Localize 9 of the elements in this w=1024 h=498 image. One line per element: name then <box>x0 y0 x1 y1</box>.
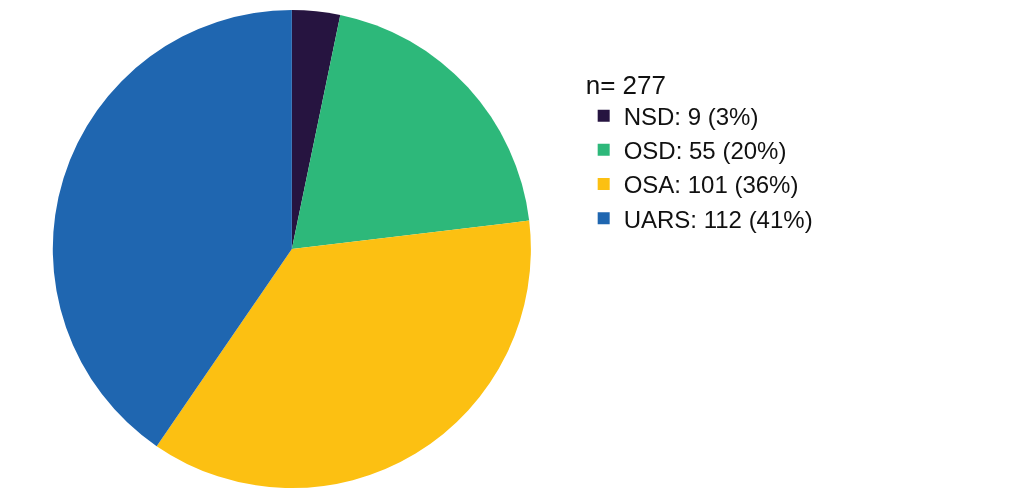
legend-label: UARS: 112 (41%) <box>623 205 813 233</box>
legend-label: OSA: 101 (36%) <box>623 171 799 199</box>
pie-slice <box>53 9 292 447</box>
pie-slice <box>156 220 531 488</box>
legend-label: NSD: 9 (3%) <box>623 103 759 131</box>
pie-slice <box>291 14 530 249</box>
pie-slice <box>291 9 341 249</box>
legend-title: n= 277 <box>585 69 666 100</box>
legend-label: OSD: 55 (20%) <box>623 137 787 165</box>
